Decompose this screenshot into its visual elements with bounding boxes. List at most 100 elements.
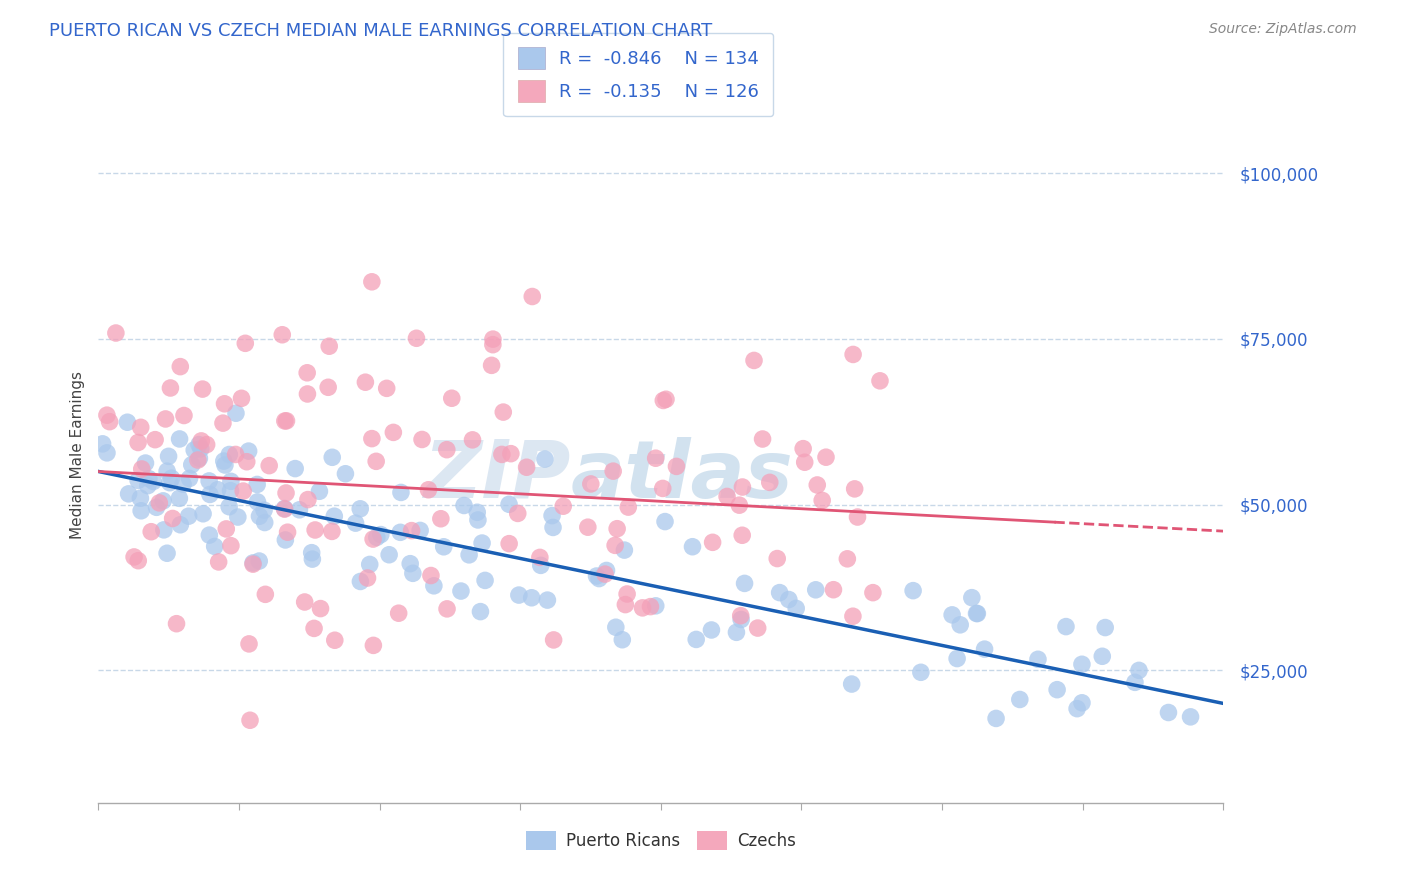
Point <box>966 607 988 621</box>
Text: ZIP: ZIP <box>423 437 571 515</box>
Point <box>297 387 319 401</box>
Point <box>249 509 271 524</box>
Point <box>910 665 932 680</box>
Point <box>159 381 181 395</box>
Point <box>323 633 346 648</box>
Point <box>399 557 422 571</box>
Point <box>169 491 191 506</box>
Point <box>731 480 754 494</box>
Point <box>356 571 378 585</box>
Point <box>349 574 371 589</box>
Point <box>295 366 318 380</box>
Point <box>734 576 756 591</box>
Point <box>423 579 446 593</box>
Point <box>730 608 752 623</box>
Point <box>129 504 152 518</box>
Point <box>214 397 236 411</box>
Point <box>308 484 330 499</box>
Point <box>160 471 183 485</box>
Point <box>302 621 325 635</box>
Point <box>316 380 339 394</box>
Point <box>156 464 179 478</box>
Point <box>846 510 869 524</box>
Point <box>405 331 427 345</box>
Point <box>631 600 654 615</box>
Point <box>363 639 385 653</box>
Point <box>1071 657 1094 672</box>
Point <box>420 568 443 582</box>
Point <box>198 487 221 501</box>
Point <box>169 359 191 374</box>
Point <box>335 467 357 481</box>
Point <box>360 275 382 289</box>
Point <box>769 585 792 599</box>
Point <box>785 601 807 615</box>
Point <box>141 524 163 539</box>
Point <box>1091 649 1114 664</box>
Point <box>614 598 637 612</box>
Point <box>409 524 432 538</box>
Point <box>321 450 343 465</box>
Point <box>142 475 165 489</box>
Point <box>370 527 392 541</box>
Point <box>401 524 423 538</box>
Point <box>728 498 751 512</box>
Point <box>190 434 212 448</box>
Point <box>273 501 295 516</box>
Point <box>811 493 834 508</box>
Point <box>498 497 520 511</box>
Point <box>239 713 262 727</box>
Point <box>253 516 276 530</box>
Point <box>652 393 675 408</box>
Point <box>361 432 384 446</box>
Point <box>520 591 543 605</box>
Point <box>198 528 221 542</box>
Point <box>96 408 118 422</box>
Point <box>238 637 260 651</box>
Point <box>984 711 1007 725</box>
Point <box>246 477 269 491</box>
Point <box>246 495 269 509</box>
Point <box>169 517 191 532</box>
Point <box>273 502 295 516</box>
Point <box>585 569 607 583</box>
Point <box>354 375 377 389</box>
Point <box>323 509 346 524</box>
Point <box>344 516 367 530</box>
Point <box>166 616 188 631</box>
Point <box>842 347 865 361</box>
Point <box>842 609 865 624</box>
Point <box>219 539 242 553</box>
Point <box>579 477 602 491</box>
Point <box>271 327 294 342</box>
Point <box>941 607 963 622</box>
Point <box>492 405 515 419</box>
Point <box>436 602 458 616</box>
Point <box>751 432 773 446</box>
Point <box>606 522 628 536</box>
Point <box>191 382 214 396</box>
Point <box>436 442 458 457</box>
Point <box>378 548 401 562</box>
Point <box>644 599 666 613</box>
Point <box>654 515 676 529</box>
Point <box>1123 675 1146 690</box>
Point <box>257 458 280 473</box>
Point <box>595 564 617 578</box>
Point <box>440 391 463 405</box>
Point <box>588 572 610 586</box>
Point <box>238 444 260 458</box>
Point <box>576 520 599 534</box>
Point <box>534 452 557 467</box>
Point <box>127 554 149 568</box>
Point <box>156 546 179 560</box>
Point <box>470 605 492 619</box>
Point <box>814 450 837 465</box>
Point <box>506 507 529 521</box>
Point <box>172 477 194 491</box>
Point <box>219 475 242 489</box>
Point <box>522 289 544 303</box>
Point <box>297 492 319 507</box>
Point <box>450 584 472 599</box>
Point <box>491 447 513 461</box>
